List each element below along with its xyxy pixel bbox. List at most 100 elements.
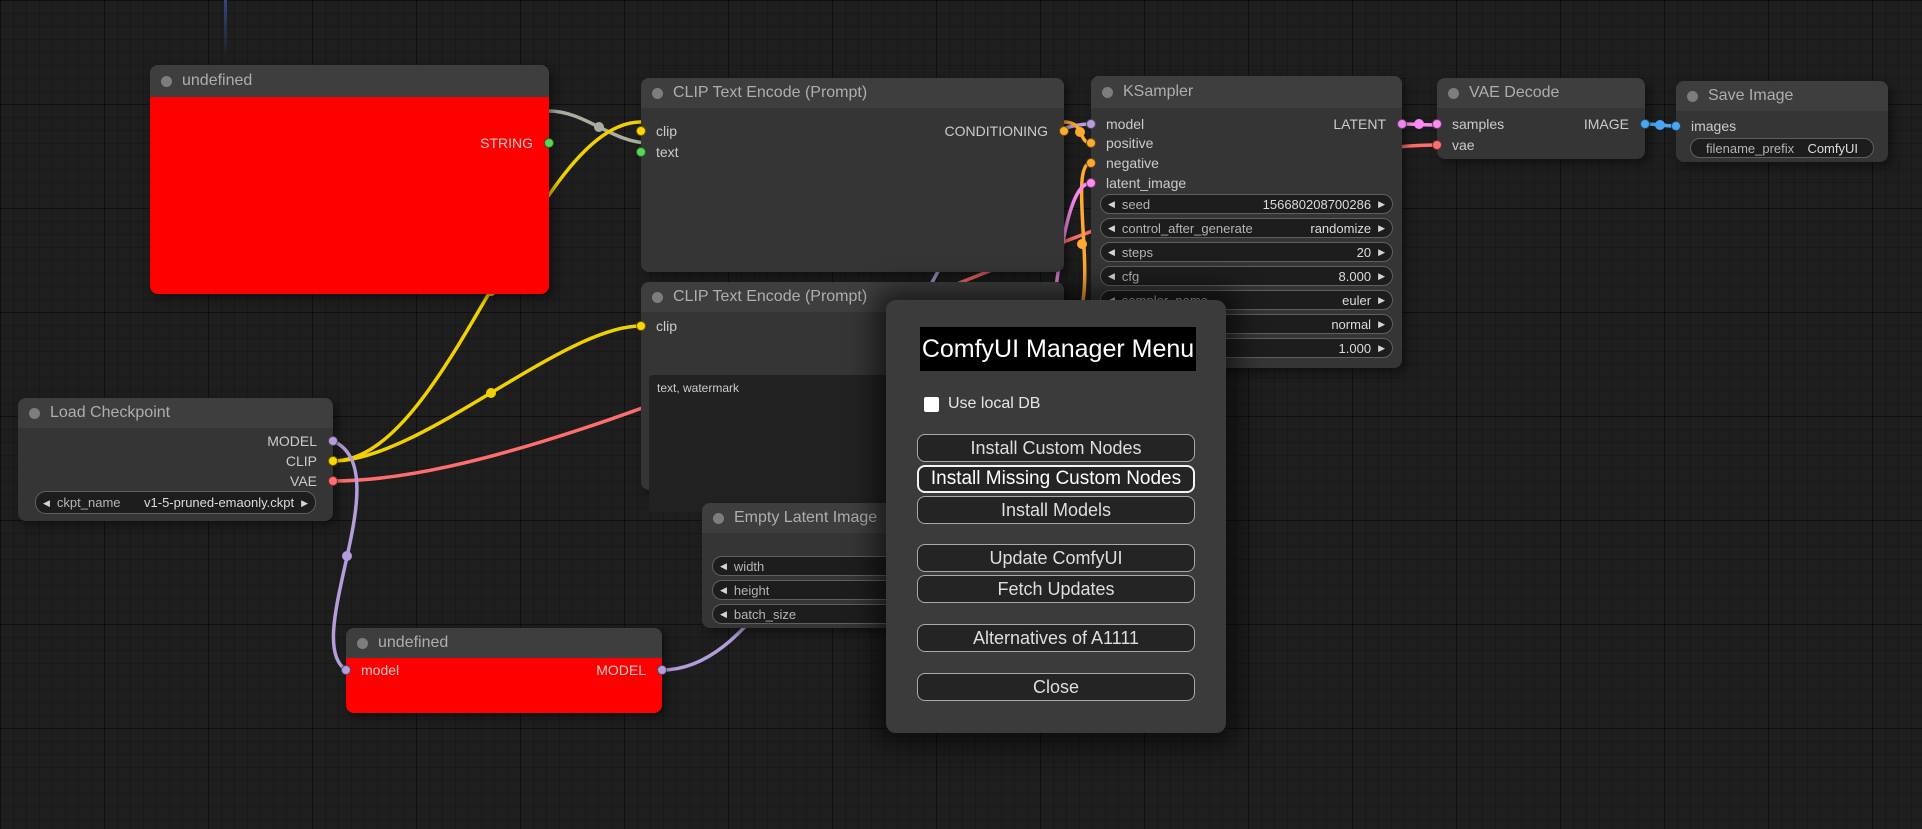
decrement-arrow-icon[interactable]: ◀ <box>720 585 727 595</box>
link-center-dot[interactable] <box>1655 120 1665 130</box>
increment-arrow-icon[interactable]: ▶ <box>301 497 308 508</box>
link-center-dot[interactable] <box>594 122 604 132</box>
use-local-db-checkbox[interactable] <box>924 396 939 412</box>
decrement-arrow-icon[interactable]: ◀ <box>1108 271 1115 281</box>
node-title: KSampler <box>1123 83 1194 100</box>
input-label: clip <box>656 123 678 139</box>
increment-arrow-icon[interactable]: ▶ <box>1378 295 1385 305</box>
install-custom-nodes-button[interactable]: Install Custom Nodes <box>917 434 1195 462</box>
link-center-dot[interactable] <box>1414 119 1424 129</box>
input-socket-model[interactable] <box>341 665 351 675</box>
node-error-body: model MODEL <box>341 658 667 713</box>
increment-arrow-icon[interactable]: ▶ <box>1378 223 1385 233</box>
link-center-dot[interactable] <box>1077 239 1087 249</box>
output-socket-conditioning[interactable] <box>1059 126 1069 136</box>
node-clip-text-encode-1[interactable]: CLIP Text Encode (Prompt) clip text COND… <box>636 78 1069 272</box>
increment-arrow-icon[interactable]: ▶ <box>1378 319 1385 329</box>
decrement-arrow-icon[interactable]: ◀ <box>1108 223 1115 233</box>
install-missing-custom-nodes-button[interactable]: Install Missing Custom Nodes <box>917 465 1195 493</box>
collapse-dot-icon[interactable] <box>652 291 663 303</box>
node-load-checkpoint[interactable]: Load Checkpoint MODEL CLIP VAE ◀ ckpt_na… <box>18 398 338 521</box>
node-title: Load Checkpoint <box>50 404 171 421</box>
node-save-image[interactable]: Save Image images filename_prefix ComfyU… <box>1671 81 1888 162</box>
input-socket-negative[interactable] <box>1086 158 1096 168</box>
output-socket-latent[interactable] <box>1397 119 1407 129</box>
collapse-dot-icon[interactable] <box>1102 86 1113 98</box>
canvas-origin-line <box>224 0 227 58</box>
input-socket-clip[interactable] <box>636 126 646 136</box>
widget-seed[interactable]: ◀ seed 156680208700286 ▶ <box>1100 194 1393 214</box>
link-center-dot[interactable] <box>486 388 496 398</box>
node-title: CLIP Text Encode (Prompt) <box>673 84 868 101</box>
output-label: MODEL <box>267 433 317 449</box>
input-socket-text[interactable] <box>636 147 646 157</box>
comfyui-manager-dialog: ComfyUI Manager Menu Use local DB Instal… <box>886 300 1226 733</box>
output-socket-image[interactable] <box>1640 119 1650 129</box>
increment-arrow-icon[interactable]: ▶ <box>1378 247 1385 257</box>
collapse-dot-icon[interactable] <box>652 87 663 99</box>
input-socket-images[interactable] <box>1671 121 1681 131</box>
alternatives-of-a1111-button[interactable]: Alternatives of A1111 <box>917 624 1195 652</box>
input-label: text <box>656 144 679 160</box>
input-label: model <box>361 662 400 678</box>
dialog-title: ComfyUI Manager Menu <box>920 327 1196 371</box>
use-local-db-label: Use local DB <box>948 395 1041 412</box>
close-button[interactable]: Close <box>917 673 1195 701</box>
node-vae-decode[interactable]: VAE Decode samples vae IMAGE <box>1432 78 1650 159</box>
input-socket-latent-image[interactable] <box>1086 178 1096 188</box>
output-socket-string[interactable] <box>544 138 554 148</box>
input-socket-samples[interactable] <box>1432 119 1442 129</box>
output-label: VAE <box>290 473 317 489</box>
input-label: positive <box>1106 135 1154 151</box>
input-socket-vae[interactable] <box>1432 140 1442 150</box>
increment-arrow-icon[interactable]: ▶ <box>1378 199 1385 209</box>
output-label: LATENT <box>1333 116 1386 132</box>
collapse-dot-icon[interactable] <box>161 75 172 87</box>
node-error-body: STRING <box>150 97 554 294</box>
node-undefined-model[interactable]: undefined model MODEL <box>341 628 667 713</box>
input-label: negative <box>1106 155 1159 171</box>
input-label: images <box>1691 118 1737 134</box>
input-socket-clip[interactable] <box>636 321 646 331</box>
collapse-dot-icon[interactable] <box>1448 87 1459 99</box>
update-comfyui-button[interactable]: Update ComfyUI <box>917 544 1195 572</box>
decrement-arrow-icon[interactable]: ◀ <box>720 561 727 571</box>
output-socket-clip[interactable] <box>328 456 338 466</box>
output-label: CONDITIONING <box>944 123 1048 139</box>
input-socket-positive[interactable] <box>1086 138 1096 148</box>
output-label: CLIP <box>285 453 317 469</box>
link-center-dot[interactable] <box>1075 127 1085 137</box>
output-socket-model[interactable] <box>328 436 338 446</box>
install-models-button[interactable]: Install Models <box>917 496 1195 524</box>
widget-steps[interactable]: ◀ steps 20 ▶ <box>1100 242 1393 262</box>
decrement-arrow-icon[interactable]: ◀ <box>43 497 50 508</box>
increment-arrow-icon[interactable]: ▶ <box>1378 271 1385 281</box>
collapse-dot-icon[interactable] <box>29 407 40 419</box>
decrement-arrow-icon[interactable]: ◀ <box>720 609 727 619</box>
node-title: undefined <box>182 72 253 89</box>
input-label: vae <box>1452 137 1475 153</box>
widget-filename-prefix[interactable]: filename_prefix ComfyUI <box>1690 138 1874 158</box>
collapse-dot-icon[interactable] <box>713 512 724 524</box>
output-label: IMAGE <box>1583 116 1629 132</box>
output-socket-vae[interactable] <box>328 476 338 486</box>
fetch-updates-button[interactable]: Fetch Updates <box>917 575 1195 603</box>
widget-cfg[interactable]: ◀ cfg 8.000 ▶ <box>1100 266 1393 286</box>
widget-ckpt-name[interactable]: ◀ ckpt_name v1-5-pruned-emaonly.ckpt ▶ <box>35 491 316 514</box>
node-title: undefined <box>378 634 449 651</box>
node-title: Save Image <box>1708 87 1794 104</box>
output-label: STRING <box>480 135 533 151</box>
input-socket-model[interactable] <box>1086 119 1096 129</box>
decrement-arrow-icon[interactable]: ◀ <box>1108 199 1115 209</box>
output-socket-model[interactable] <box>657 665 667 675</box>
increment-arrow-icon[interactable]: ▶ <box>1378 343 1385 353</box>
input-label: latent_image <box>1106 175 1187 191</box>
widget-control-after-generate[interactable]: ◀ control_after_generate randomize ▶ <box>1100 218 1393 238</box>
collapse-dot-icon[interactable] <box>1687 90 1698 102</box>
link-center-dot[interactable] <box>342 551 352 561</box>
collapse-dot-icon[interactable] <box>357 637 368 649</box>
decrement-arrow-icon[interactable]: ◀ <box>1108 247 1115 257</box>
node-undefined-string[interactable]: undefined STRING <box>150 65 554 294</box>
input-label: samples <box>1452 116 1505 132</box>
